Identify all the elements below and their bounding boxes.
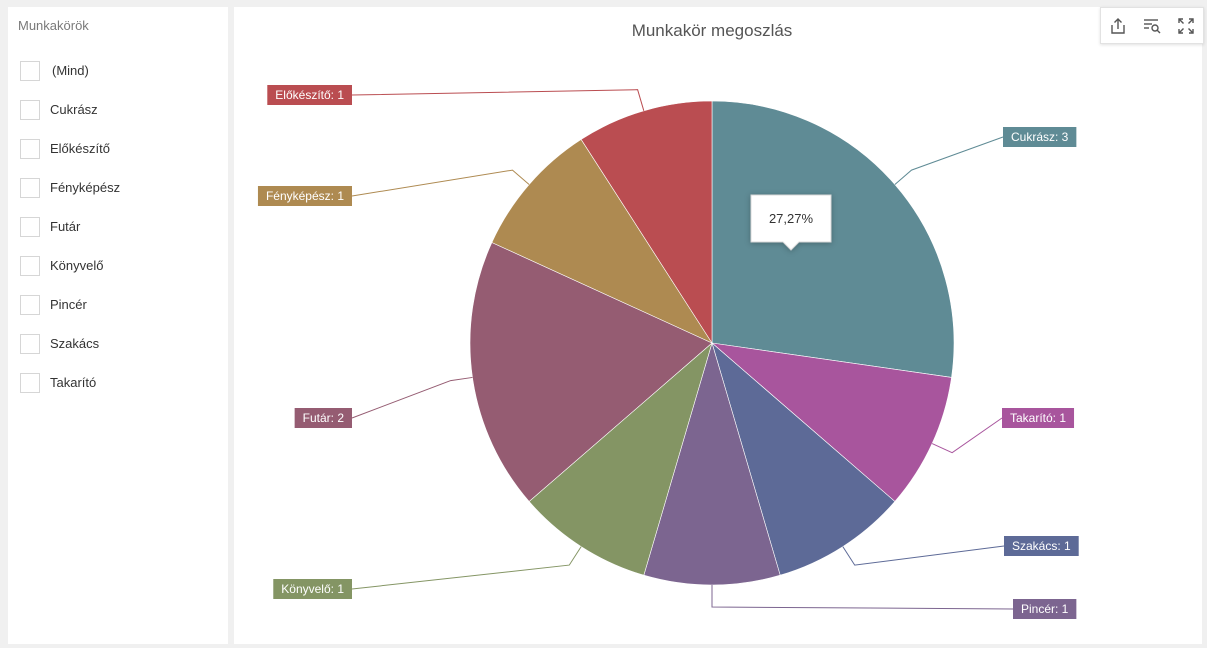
slice-label-box (1002, 408, 1075, 428)
pie-slice[interactable] (711, 342, 952, 502)
checkbox[interactable] (20, 99, 40, 120)
filter-label: Könyvelő (50, 258, 104, 273)
checkbox[interactable] (20, 294, 40, 315)
pie-slice[interactable] (491, 139, 713, 344)
tooltip-text: 27,27% (769, 211, 814, 226)
slice-label-box (257, 186, 352, 206)
pie-chart: Cukrász: 3 Takarító: 1 Szakács: 1 Pincér: 1… (257, 85, 1079, 619)
filter-label: Előkészítő (50, 141, 110, 156)
leader-line (351, 376, 473, 419)
pie-slice[interactable] (580, 100, 713, 345)
filter-panel: Munkakörök (Mind) Cukrász Előkészítő Fén… (8, 7, 228, 644)
filter-title: Munkakörök (18, 18, 89, 33)
filter-label: Pincér (50, 297, 87, 312)
slice-label-text: Futár: 2 (303, 411, 345, 425)
slice-label-text: Szakács: 1 (1012, 539, 1071, 553)
pie-slice[interactable] (643, 341, 781, 586)
slice-label-text: Pincér: 1 (1021, 602, 1069, 616)
filter-label: Takarító (50, 375, 97, 390)
pie-slice[interactable] (528, 342, 713, 576)
leader-line (351, 546, 582, 590)
filter-label: Cukrász (50, 102, 98, 117)
fullscreen-icon[interactable] (1175, 15, 1197, 37)
slice-label-box (294, 408, 352, 428)
leader-line (842, 545, 1005, 566)
filter-list: (Mind) Cukrász Előkészítő Fényképész Fut… (20, 51, 120, 402)
filter-item-mind[interactable]: (Mind) (20, 51, 120, 90)
filter-search-icon[interactable] (1141, 15, 1163, 37)
filter-label: Fényképész (50, 180, 121, 195)
export-icon[interactable] (1107, 15, 1129, 37)
pie-slice[interactable] (469, 242, 713, 502)
filter-item-pincer[interactable]: Pincér (20, 285, 120, 324)
leader-line (711, 585, 1014, 610)
filter-item-takarito[interactable]: Takarító (20, 363, 120, 402)
checkbox[interactable] (20, 216, 40, 237)
chart-panel: Munkakör megoszlás Cukrász: 3 Takarító: 1… (234, 7, 1204, 644)
slice-label-box (273, 579, 352, 599)
slice-tooltip: 27,27% (750, 194, 832, 251)
filter-item-futar[interactable]: Futár (20, 207, 120, 246)
checkbox[interactable] (20, 255, 40, 276)
filter-item-elokeszito[interactable]: Előkészítő (20, 129, 120, 168)
filter-item-konyvelo[interactable]: Könyvelő (20, 246, 120, 285)
slice-label-box (1003, 127, 1077, 147)
tooltip-box (750, 194, 832, 251)
slice-label-text: Előkészítő: 1 (275, 88, 344, 102)
filter-item-szakacs[interactable]: Szakács (20, 324, 120, 363)
slice-label-text: Cukrász: 3 (1011, 130, 1069, 144)
filter-label: Szakács (50, 336, 100, 351)
slice-label-text: Fényképész: 1 (266, 189, 344, 203)
slice-label-text: Könyvelő: 1 (281, 582, 344, 596)
chart-toolbar (1100, 7, 1204, 44)
filter-label: Futár (50, 219, 81, 234)
slice-label-text: Takarító: 1 (1010, 411, 1066, 425)
leader-line (931, 417, 1003, 454)
slice-label-box (1013, 599, 1077, 619)
leader-line (351, 89, 645, 111)
leader-line (351, 169, 530, 197)
checkbox[interactable] (20, 138, 40, 159)
leader-line (894, 136, 1004, 185)
filter-label: (Mind) (52, 63, 89, 78)
filter-item-cukrasz[interactable]: Cukrász (20, 90, 120, 129)
checkbox[interactable] (20, 372, 40, 393)
slice-label-box (267, 85, 352, 105)
checkbox[interactable] (20, 177, 40, 198)
pie-slice[interactable] (711, 342, 896, 576)
checkbox[interactable] (20, 333, 40, 354)
checkbox[interactable] (20, 60, 40, 81)
chart-title: Munkakör megoszlás (631, 21, 793, 40)
slice-label-box (1004, 536, 1079, 556)
pie-slice[interactable] (711, 100, 955, 378)
filter-item-fenykepesz[interactable]: Fényképész (20, 168, 120, 207)
